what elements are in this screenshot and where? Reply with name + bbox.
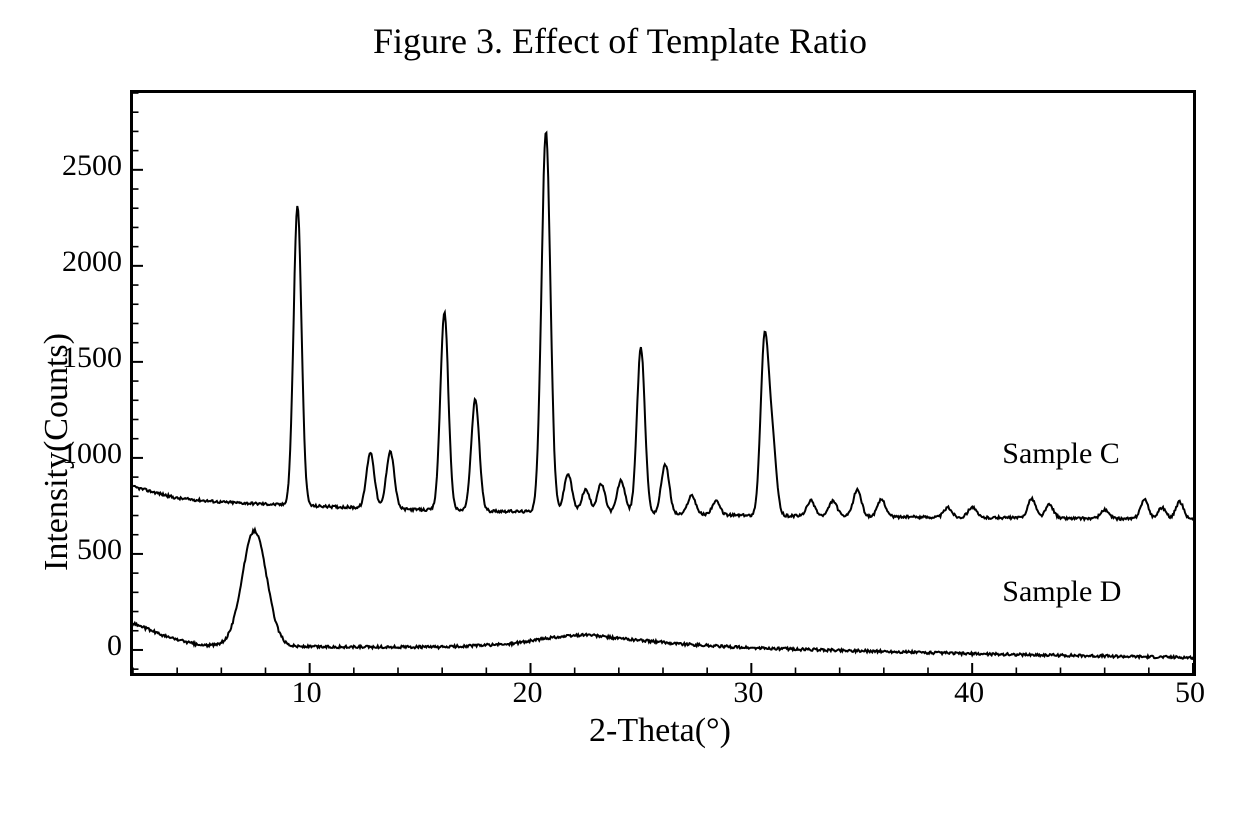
x-axis-label: 2-Theta(°) xyxy=(130,712,1190,750)
y-tick-label: 2500 xyxy=(40,149,122,183)
y-tick-label: 0 xyxy=(40,629,122,663)
x-tick-label: 20 xyxy=(498,676,558,710)
y-tick-label: 2000 xyxy=(40,245,122,279)
x-tick-label: 50 xyxy=(1160,676,1220,710)
figure-container: Figure 3. Effect of Template Ratio Inten… xyxy=(0,0,1240,813)
series-label-sample-d: Sample D xyxy=(1002,575,1121,609)
x-tick-label: 30 xyxy=(718,676,778,710)
y-tick-label: 1000 xyxy=(40,437,122,471)
x-tick-label: 40 xyxy=(939,676,999,710)
figure-title: Figure 3. Effect of Template Ratio xyxy=(0,20,1240,62)
x-tick-label: 10 xyxy=(277,676,337,710)
series-label-sample-c: Sample C xyxy=(1002,437,1120,471)
y-tick-label: 500 xyxy=(40,533,122,567)
y-tick-label: 1500 xyxy=(40,341,122,375)
